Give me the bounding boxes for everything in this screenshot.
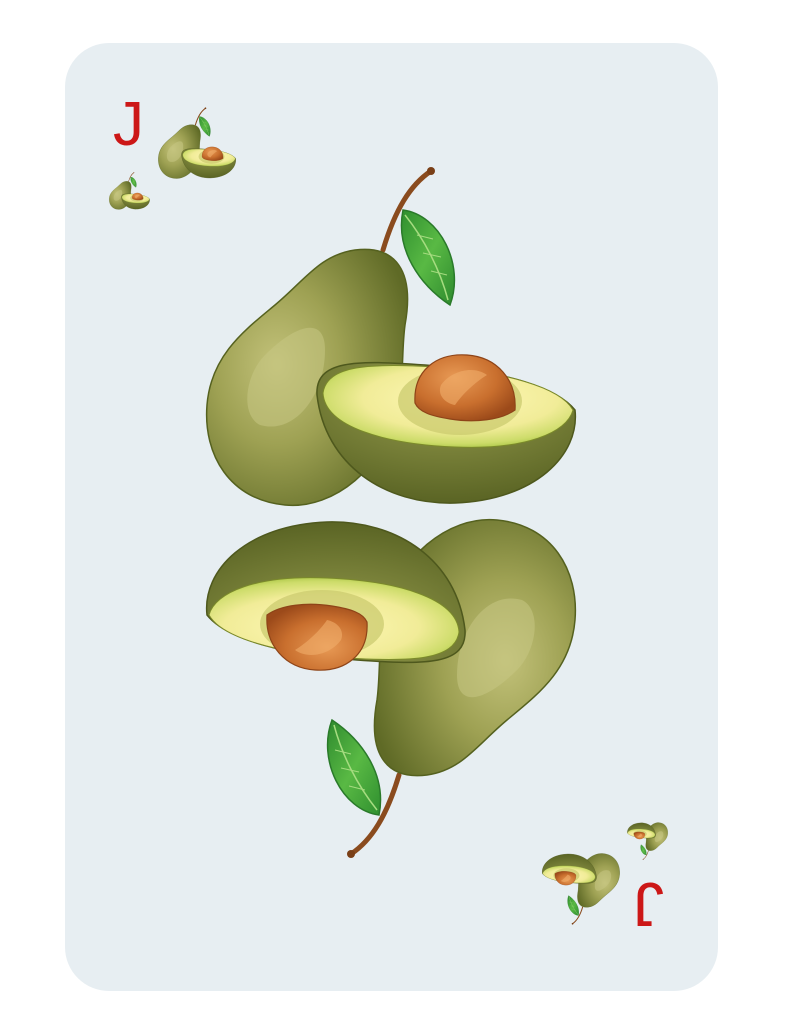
avocado-icon xyxy=(541,852,621,926)
playing-card[interactable] xyxy=(65,43,718,991)
avocado-icon xyxy=(207,167,576,505)
avocado-icon xyxy=(626,822,669,861)
rank-top-left: J xyxy=(113,90,144,159)
avocado-icon xyxy=(157,106,237,180)
avocado-icon xyxy=(108,171,151,210)
avocado-icon xyxy=(207,520,576,858)
